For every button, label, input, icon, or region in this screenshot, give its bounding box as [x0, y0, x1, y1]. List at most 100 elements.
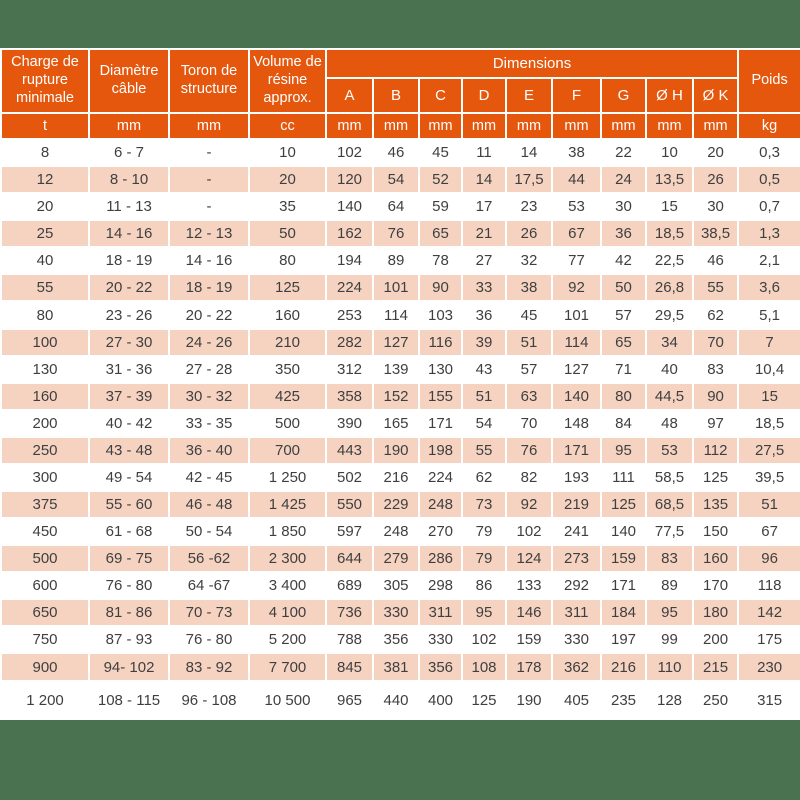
table-cell: 95 — [600, 435, 647, 465]
table-cell: 152 — [372, 381, 420, 411]
unit-cell: mm — [461, 112, 507, 140]
table-cell: 78 — [418, 246, 463, 276]
unit-cell: kg — [737, 112, 800, 140]
table-cell: 250 — [0, 435, 90, 465]
table-cell: 26,8 — [645, 273, 694, 303]
table-cell: 57 — [600, 300, 647, 330]
table-cell: 38,5 — [691, 219, 740, 249]
table-cell: 89 — [372, 246, 420, 276]
table-cell: 160 — [248, 300, 327, 330]
table-row: 1 200 108 - 115 96 - 108 10 500 965 440 400 125… — [0, 679, 800, 723]
table-cell: 7 — [737, 327, 800, 357]
table-cell: 55 — [461, 435, 507, 465]
table-cell: 36 — [461, 300, 507, 330]
table-cell: 95 — [461, 598, 507, 628]
table-cell: 20 - 22 — [168, 300, 250, 330]
table-cell: 200 — [691, 625, 740, 655]
table-cell: 20 - 22 — [88, 273, 170, 303]
table-cell: 112 — [691, 435, 740, 465]
table-cell: 148 — [551, 408, 602, 438]
bottom-green-band — [0, 720, 800, 800]
table-row: 375 55 - 60 46 - 48 1 425 550 229 248 73 92 219 12… — [0, 490, 800, 520]
table-cell: 35 — [248, 192, 327, 222]
table-cell: 103 — [418, 300, 463, 330]
table-cell: 17 — [461, 192, 507, 222]
table-cell: 171 — [418, 408, 463, 438]
table-row: 25 14 - 16 12 - 13 50 162 76 65 21 26 67 36 18,5 38,… — [0, 219, 800, 249]
table-cell: 12 — [0, 165, 90, 195]
table-cell: 440 — [372, 679, 420, 723]
table-cell: 845 — [325, 652, 374, 682]
table-cell: 155 — [418, 381, 463, 411]
table-cell: 20 — [0, 192, 90, 222]
table-cell: 42 - 45 — [168, 462, 250, 493]
table-cell: 21 — [461, 219, 507, 249]
table-cell: 37 - 39 — [88, 381, 170, 411]
table-cell: 14 - 16 — [88, 219, 170, 249]
table-cell: 120 — [325, 165, 374, 195]
table-cell: 108 - 115 — [88, 679, 170, 723]
table-cell: 14 — [505, 137, 553, 168]
table-cell: 160 — [0, 381, 90, 411]
table-cell: 500 — [0, 544, 90, 574]
table-cell: 30 - 32 — [168, 381, 250, 411]
table-cell: 500 — [248, 408, 327, 438]
table-cell: 46 - 48 — [168, 490, 250, 520]
table-row: 650 81 - 86 70 - 73 4 100 736 330 311 95 146 311 1… — [0, 598, 800, 628]
table-cell: 17,5 — [505, 165, 553, 195]
dim-subheader-b: B — [372, 76, 420, 115]
table-cell: 83 - 92 — [168, 652, 250, 682]
table-cell: 7 700 — [248, 652, 327, 682]
table-cell: 253 — [325, 300, 374, 330]
table-cell: 3 400 — [248, 571, 327, 601]
col-header-poids: Poids — [737, 48, 800, 114]
table-cell: 38 — [505, 273, 553, 303]
table-cell: 315 — [737, 679, 800, 723]
table-cell: 3,6 — [737, 273, 800, 303]
table-cell: 400 — [418, 679, 463, 723]
table-cell: 312 — [325, 354, 374, 384]
table-cell: 224 — [325, 273, 374, 303]
table-cell: 2,1 — [737, 246, 800, 276]
table-cell: 50 — [600, 273, 647, 303]
table-cell: 248 — [372, 517, 420, 547]
table-cell: 8 — [0, 137, 90, 168]
table-cell: 49 - 54 — [88, 462, 170, 493]
col-header-volume-resine: Volume de résine approx. — [248, 48, 327, 114]
table-cell: 102 — [461, 625, 507, 655]
table-cell: 40 - 42 — [88, 408, 170, 438]
table-cell: 36 - 40 — [168, 435, 250, 465]
table-cell: 8 - 10 — [88, 165, 170, 195]
unit-cell: mm — [325, 112, 374, 140]
table-cell: 15 — [737, 381, 800, 411]
table-cell: 159 — [600, 544, 647, 574]
table-cell: 50 — [248, 219, 327, 249]
table-cell: 140 — [551, 381, 602, 411]
unit-cell: mm — [88, 112, 170, 140]
col-header-diametre-cable: Diamètre câble — [88, 48, 170, 114]
table-cell: 22,5 — [645, 246, 694, 276]
table-row: 450 61 - 68 50 - 54 1 850 597 248 270 79 102 241 1… — [0, 517, 800, 547]
table-cell: 356 — [372, 625, 420, 655]
table-cell: 10 — [645, 137, 694, 168]
col-group-header-dimensions: Dimensions — [324, 48, 740, 79]
unit-cell: mm — [418, 112, 463, 140]
table-cell: 44,5 — [645, 381, 694, 411]
table-cell: 2 300 — [248, 544, 327, 574]
table-cell: 23 — [505, 192, 553, 222]
table-cell: 229 — [372, 490, 420, 520]
table-cell: 83 — [645, 544, 694, 574]
table-cell: 39,5 — [737, 462, 800, 493]
table-cell: 597 — [325, 517, 374, 547]
table-cell: 71 — [600, 354, 647, 384]
table-cell: 184 — [600, 598, 647, 628]
table-row: 40 18 - 19 14 - 16 80 194 89 78 27 32 77 42 22,5 46 2… — [0, 246, 800, 276]
table-cell: 46 — [691, 246, 740, 276]
table-cell: 0,5 — [737, 165, 800, 195]
table-cell: 76 - 80 — [168, 625, 250, 655]
table-cell: 286 — [418, 544, 463, 574]
table-cell: 125 — [461, 679, 507, 723]
